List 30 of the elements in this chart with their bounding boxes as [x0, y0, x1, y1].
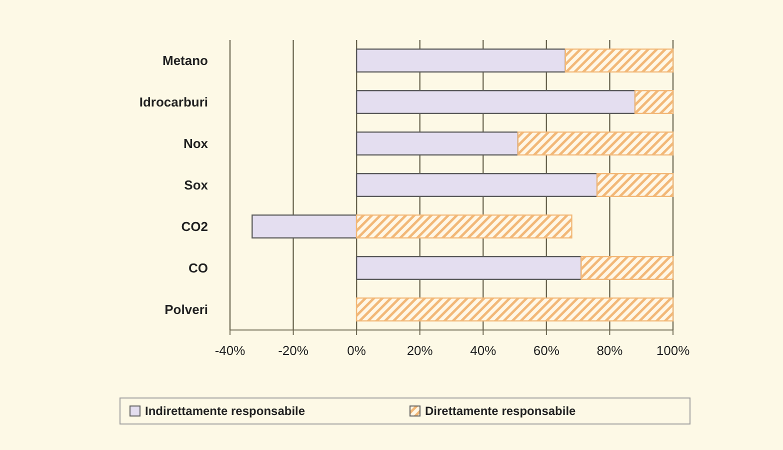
x-tick-label: 100%	[656, 343, 690, 358]
bar	[356, 214, 572, 238]
y-tick-label: Nox	[183, 136, 209, 152]
bar	[356, 90, 636, 114]
legend-label: Direttamente responsabile	[425, 404, 576, 418]
bar	[564, 48, 674, 73]
bar	[356, 132, 519, 156]
x-tick-label: 20%	[406, 343, 434, 358]
x-tick-label: -20%	[278, 343, 309, 358]
x-tick-label: 80%	[596, 343, 624, 358]
x-tick-label: 40%	[470, 343, 497, 358]
bar	[356, 172, 598, 198]
bar	[356, 48, 566, 73]
x-tick-label: -40%	[214, 343, 246, 358]
y-tick-label: Metano	[162, 53, 208, 68]
y-tick-label: Polveri	[164, 302, 208, 318]
bar	[356, 256, 582, 280]
bar	[517, 132, 674, 156]
x-tick-label: 0%	[347, 343, 366, 358]
y-tick-label: CO2	[181, 219, 208, 234]
y-tick-label: Idrocarburi	[139, 94, 208, 110]
y-tick-label: CO	[188, 260, 208, 276]
bar	[634, 90, 674, 114]
y-tick-label: Sox	[184, 178, 209, 193]
x-tick-label: 60%	[533, 343, 560, 358]
legend-label: Indirettamente responsabile	[145, 404, 306, 418]
bar	[596, 172, 674, 198]
bar	[356, 297, 674, 322]
bar	[252, 214, 358, 238]
bar	[580, 256, 674, 280]
